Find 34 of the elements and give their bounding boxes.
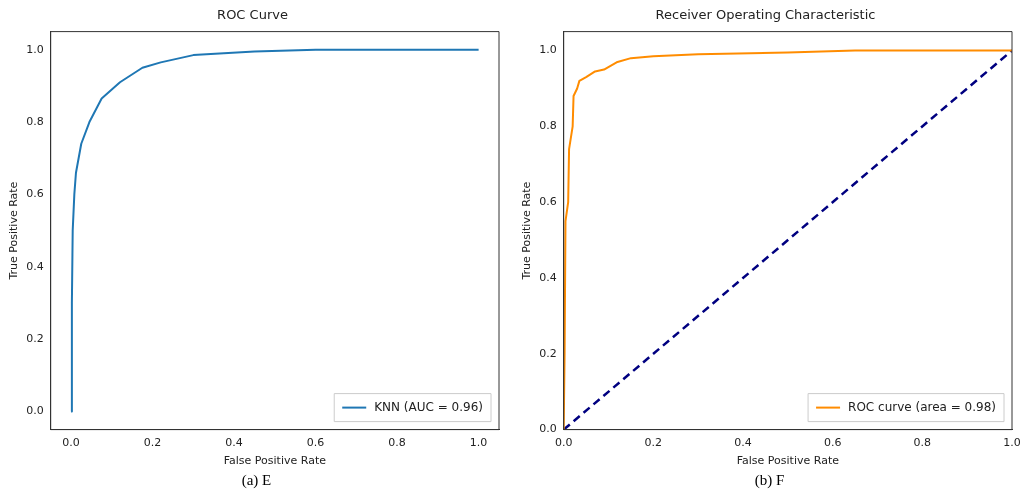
legend-label: ROC curve (area = 0.98) xyxy=(848,399,996,414)
y-tick-label: 0.2 xyxy=(539,346,557,360)
text: (a) E xyxy=(240,472,273,489)
y-tick-label: 0.6 xyxy=(26,187,44,201)
x-tick-label: 0.8 xyxy=(388,436,406,450)
x-tick-label: 0.6 xyxy=(823,436,842,450)
y-tick-label: 0.4 xyxy=(539,270,557,284)
x-axis-title: False Positive Rate xyxy=(223,454,327,468)
y-axis-title: True Positive Rate xyxy=(520,181,534,281)
chart-title: Receiver Operating Characteristic xyxy=(655,7,876,23)
x-tick-label: 0.4 xyxy=(734,436,752,450)
x-tick-label: 1.0 xyxy=(1003,436,1021,450)
x-tick-label: 0.8 xyxy=(913,436,932,450)
y-tick-label: 0.6 xyxy=(539,195,557,209)
x-tick-label: 0.2 xyxy=(143,436,162,450)
y-tick-label: 0.4 xyxy=(26,259,44,273)
y-tick-label: 0.8 xyxy=(26,114,44,128)
x-tick-label: 0.0 xyxy=(554,436,573,450)
x-tick-label: 0.6 xyxy=(306,436,325,450)
y-axis-title: True Positive Rate xyxy=(7,181,21,281)
chart-title: ROC Curve xyxy=(217,7,288,23)
y-tick-label: 0.2 xyxy=(26,332,44,345)
y-tick-label: 1.0 xyxy=(539,43,557,57)
y-tick-label: 1.0 xyxy=(26,42,44,56)
y-tick-label: 0.0 xyxy=(26,404,44,418)
x-axis-title: False Positive Rate xyxy=(736,454,840,468)
x-tick-label: 0.2 xyxy=(644,436,663,450)
y-tick-label: 0.0 xyxy=(539,422,557,436)
x-tick-label: 0.4 xyxy=(225,436,243,450)
x-tick-label: 0.0 xyxy=(62,436,80,450)
x-tick-label: 1.0 xyxy=(469,436,488,450)
legend-label: KNN (AUC = 0.96) xyxy=(374,399,484,414)
y-tick-label: 0.8 xyxy=(539,119,557,133)
text: (b) F xyxy=(753,472,786,489)
